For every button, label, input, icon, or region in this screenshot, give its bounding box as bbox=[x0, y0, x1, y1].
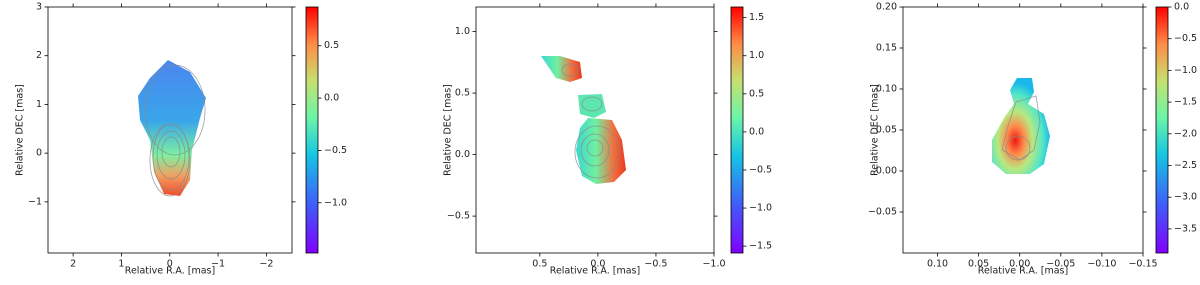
y-tick-label: 2 bbox=[36, 50, 42, 61]
colorbar-tick-label: 0.0 bbox=[324, 93, 339, 104]
x-axis-label: Relative R.A. [mas] bbox=[550, 266, 640, 277]
y-axis-label: Relative DEC [mas] bbox=[15, 84, 26, 176]
colorbar-tick-label: 1.5 bbox=[749, 12, 764, 23]
map-image bbox=[138, 60, 206, 197]
colorbar-frame bbox=[305, 6, 319, 254]
x-tick-label: −1.0 bbox=[702, 259, 725, 270]
map-image bbox=[541, 56, 626, 184]
y-tick-label: 1.0 bbox=[455, 26, 470, 37]
colorbar bbox=[731, 7, 743, 253]
contours bbox=[144, 64, 206, 197]
colorbar-tick-label: 0.5 bbox=[324, 40, 339, 51]
colorbar-tick-label: −0.5 bbox=[749, 164, 772, 175]
x-tick-label: −1 bbox=[211, 259, 225, 270]
colorbar-tick-label: −2.0 bbox=[1174, 128, 1197, 139]
y-tick-label: 3 bbox=[36, 2, 42, 13]
y-tick-label: 0.20 bbox=[876, 2, 897, 13]
x-tick-label: 0.05 bbox=[968, 259, 989, 270]
y-tick-label: −0.05 bbox=[868, 207, 897, 218]
contours bbox=[561, 63, 620, 179]
colorbar-tick-label: 0.5 bbox=[749, 88, 764, 99]
y-tick-label: −1 bbox=[28, 196, 42, 207]
colorbar-frame bbox=[730, 6, 744, 254]
y-tick-label: 0.00 bbox=[876, 166, 897, 177]
x-tick-label: 0.5 bbox=[532, 259, 547, 270]
colorbar bbox=[1156, 7, 1168, 253]
map-blob bbox=[576, 118, 626, 184]
colorbar-tick-label: −1.5 bbox=[1174, 97, 1197, 108]
y-axis-label: Relative DEC [mas] bbox=[870, 84, 881, 176]
colorbar-tick-label: −3.0 bbox=[1174, 192, 1197, 203]
x-tick-label: −0.5 bbox=[644, 259, 667, 270]
axes-frame bbox=[475, 6, 715, 254]
colorbar-tick-label: −1.0 bbox=[749, 203, 772, 214]
x-tick-label: 0.10 bbox=[927, 259, 948, 270]
contours bbox=[1001, 95, 1041, 161]
y-tick-label: −0.5 bbox=[447, 211, 470, 222]
colorbar bbox=[306, 7, 318, 253]
map-blob bbox=[138, 60, 206, 196]
colorbar-tick-label: 0.0 bbox=[749, 126, 764, 137]
map-blob bbox=[578, 94, 606, 118]
y-tick-label: 0.5 bbox=[455, 88, 470, 99]
x-tick-label: 2 bbox=[70, 259, 76, 270]
x-tick-label: 0 bbox=[167, 259, 173, 270]
colorbar-tick-label: −3.5 bbox=[1174, 223, 1197, 234]
x-tick-label: −2 bbox=[259, 259, 273, 270]
colorbar-tick-label: 1.0 bbox=[749, 50, 764, 61]
x-tick-label: 0.0 bbox=[590, 259, 605, 270]
y-tick-label: 0 bbox=[36, 148, 42, 159]
x-axis-label: Relative R.A. [mas] bbox=[125, 266, 215, 277]
colorbar-tick-label: −0.5 bbox=[324, 145, 347, 156]
x-tick-label: −0.15 bbox=[1128, 259, 1157, 270]
y-tick-label: 0.0 bbox=[455, 149, 470, 160]
y-axis-label: Relative DEC [mas] bbox=[443, 84, 454, 176]
y-tick-label: 0.15 bbox=[876, 43, 897, 54]
colorbar-tick-label: 0.0 bbox=[1174, 2, 1189, 13]
colorbar-tick-label: −1.5 bbox=[749, 241, 772, 252]
colorbar-tick-label: −0.5 bbox=[1174, 33, 1197, 44]
y-tick-label: 1 bbox=[36, 99, 42, 110]
x-tick-label: 0.00 bbox=[1009, 259, 1030, 270]
colorbar-tick-label: −1.0 bbox=[1174, 65, 1197, 76]
x-tick-label: 1 bbox=[118, 259, 124, 270]
colorbar-tick-label: −2.5 bbox=[1174, 160, 1197, 171]
map-image bbox=[992, 78, 1050, 174]
y-tick-label: 0.05 bbox=[876, 125, 897, 136]
x-axis-label: Relative R.A. [mas] bbox=[978, 266, 1068, 277]
x-tick-label: −0.05 bbox=[1046, 259, 1075, 270]
x-tick-label: −0.10 bbox=[1087, 259, 1116, 270]
y-tick-label: 0.10 bbox=[876, 84, 897, 95]
colorbar-frame bbox=[1155, 6, 1169, 254]
map-blob bbox=[541, 56, 582, 82]
colorbar-tick-label: −1.0 bbox=[324, 197, 347, 208]
